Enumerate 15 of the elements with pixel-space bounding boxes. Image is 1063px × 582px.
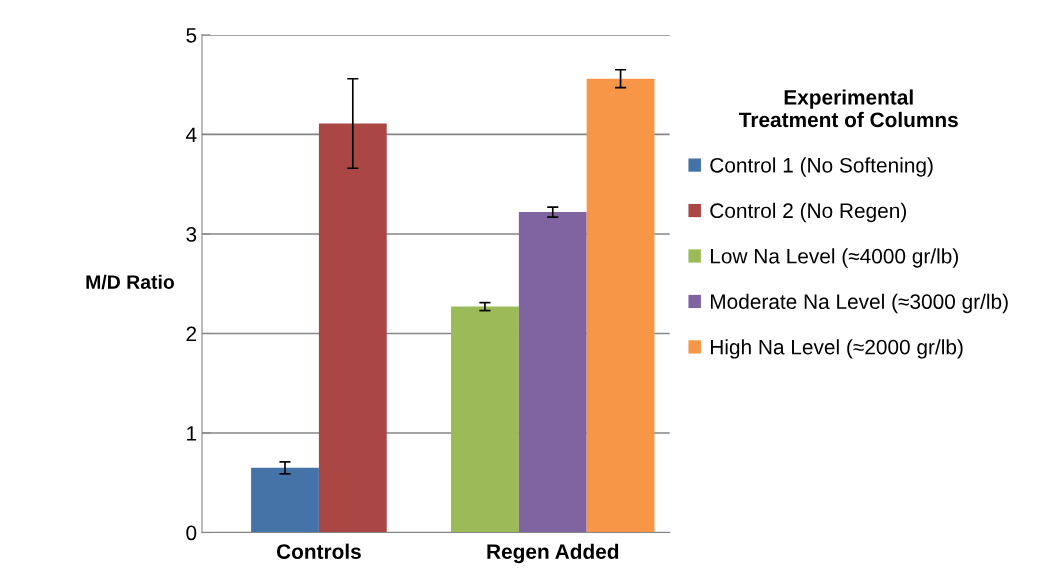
y-tick-label: 5 bbox=[186, 28, 197, 43]
y-tick-label: 2 bbox=[186, 326, 197, 342]
y-tick-label: 1 bbox=[187, 426, 197, 441]
x-tick-label: Controls bbox=[276, 543, 361, 559]
y-tick-label: 0 bbox=[186, 525, 197, 541]
legend-label: Moderate Na Level (≈3000 gr/lb) bbox=[710, 293, 1008, 314]
y-tick-label: 4 bbox=[186, 127, 197, 142]
legend-label: High Na Level (≈2000 gr/lb) bbox=[710, 339, 963, 359]
legend-title: Experimental Treatment of Columns bbox=[739, 89, 958, 128]
x-tick-label: Regen Added bbox=[487, 543, 619, 564]
legend-label: Control 1 (No Softening) bbox=[710, 157, 933, 177]
legend-label: Low Na Level (≈4000 gr/lb) bbox=[710, 248, 958, 268]
y-tick-label: 3 bbox=[186, 226, 197, 242]
legend-label: Control 2 (No Regen) bbox=[710, 202, 906, 223]
y-axis-title: M/D Ratio bbox=[86, 274, 175, 290]
